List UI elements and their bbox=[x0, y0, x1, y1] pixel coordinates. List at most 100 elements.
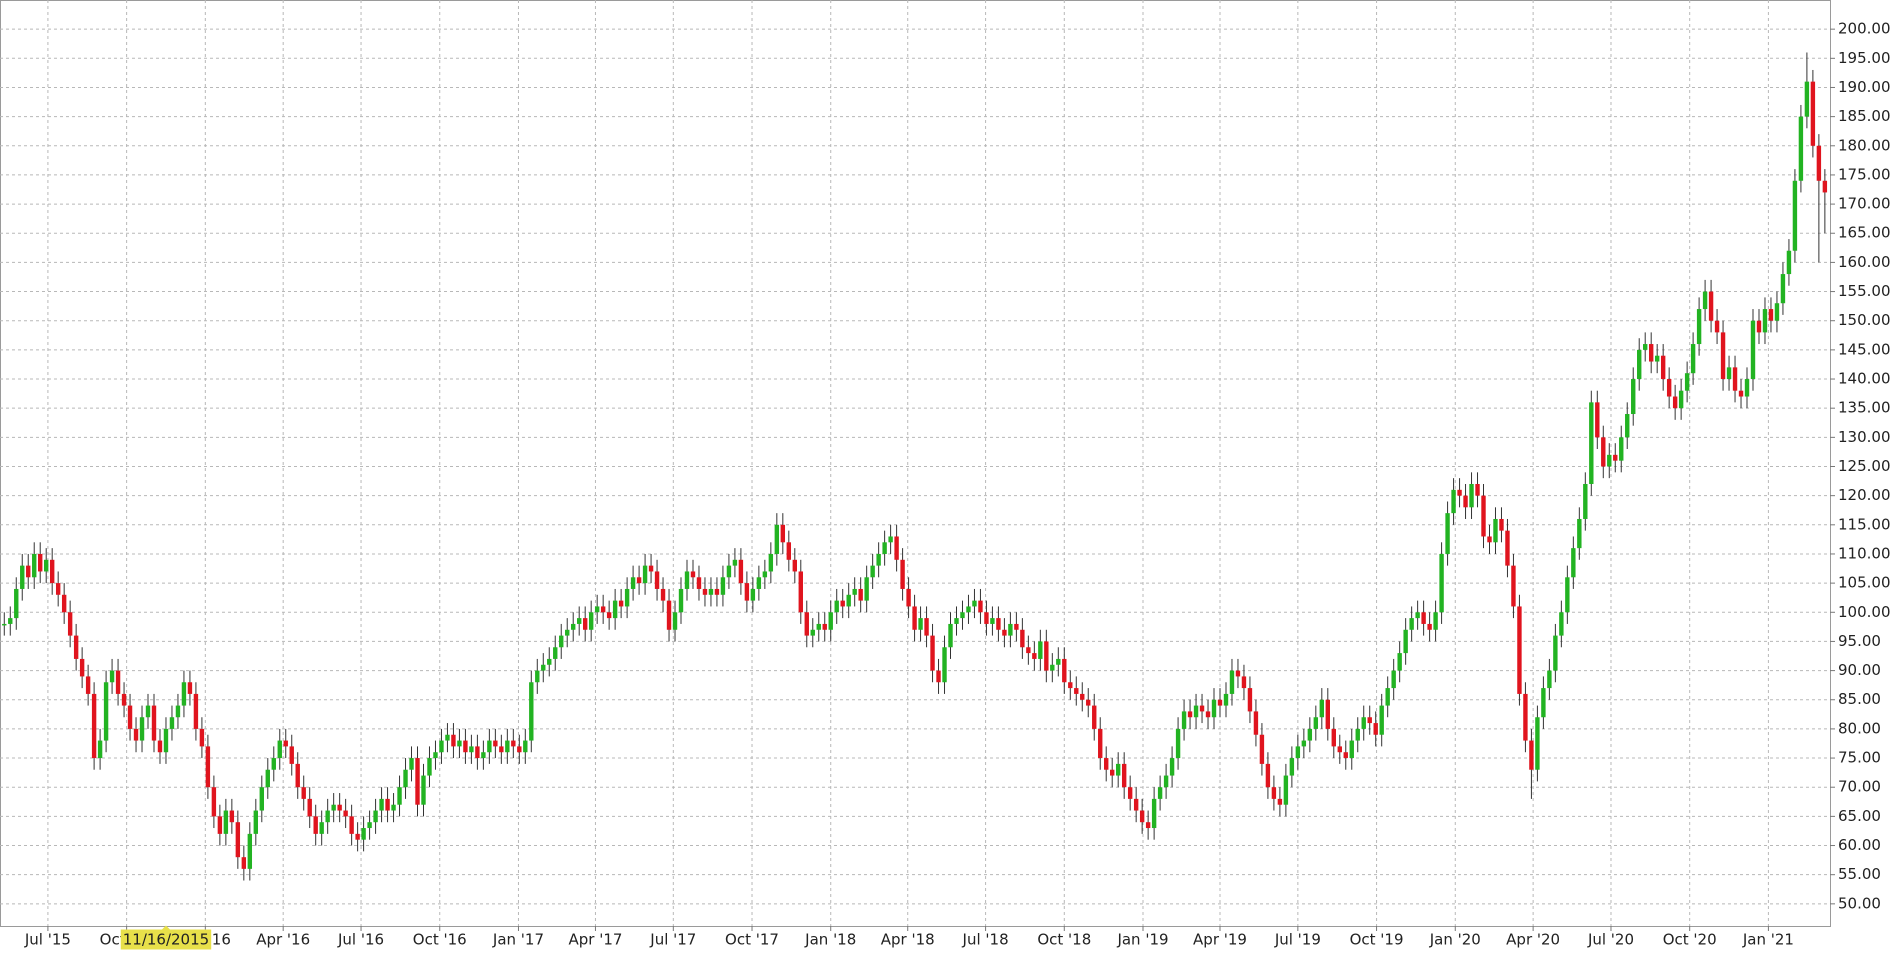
candle-body bbox=[1074, 688, 1079, 694]
candle-body bbox=[1774, 303, 1780, 321]
candle-body bbox=[439, 740, 444, 753]
x-tick-label: Jul '20 bbox=[1587, 931, 1634, 949]
candle-body bbox=[1690, 344, 1696, 374]
candle-body bbox=[738, 559, 744, 584]
candle-body bbox=[415, 758, 420, 805]
candle-body bbox=[307, 798, 312, 817]
candle-body bbox=[864, 577, 869, 601]
candle-body bbox=[493, 740, 498, 747]
candle-body bbox=[612, 600, 618, 619]
candle-body bbox=[289, 746, 294, 764]
x-tick-label: Jul '17 bbox=[649, 931, 696, 949]
candle-body bbox=[235, 822, 241, 858]
candle-body bbox=[373, 810, 378, 823]
candle-body bbox=[924, 618, 929, 636]
x-tick-label: Jan '18 bbox=[804, 931, 856, 949]
candle-body bbox=[469, 746, 474, 753]
candle-body bbox=[936, 670, 941, 683]
candle-body bbox=[810, 629, 815, 636]
candle-body bbox=[133, 728, 139, 741]
candle-body bbox=[187, 682, 193, 694]
candle-body bbox=[2, 623, 7, 626]
x-tick-label: Jan '20 bbox=[1429, 931, 1481, 949]
candle-body bbox=[61, 594, 67, 613]
candle-body bbox=[876, 553, 881, 566]
candle-body bbox=[529, 682, 534, 741]
candle-body bbox=[1648, 344, 1654, 362]
candle-body bbox=[744, 583, 750, 601]
candle-body bbox=[355, 833, 360, 840]
candle-body bbox=[1738, 390, 1744, 397]
candle-body bbox=[1696, 309, 1702, 345]
y-tick-label: 130.00 bbox=[1838, 428, 1891, 446]
x-tick-label: Jan '17 bbox=[492, 931, 544, 949]
candle-body bbox=[1427, 623, 1432, 630]
candle-body bbox=[127, 705, 133, 729]
candle-body bbox=[55, 583, 61, 595]
candle-body bbox=[259, 787, 264, 811]
candle-body bbox=[523, 740, 528, 753]
candle-body bbox=[1511, 565, 1516, 607]
candle-body bbox=[1637, 349, 1642, 380]
candle-body bbox=[427, 758, 432, 776]
candle-body bbox=[1133, 798, 1139, 811]
candle-body bbox=[49, 559, 55, 584]
candle-body bbox=[265, 769, 270, 788]
candle-body bbox=[1786, 250, 1792, 275]
y-tick-label: 180.00 bbox=[1838, 136, 1891, 154]
candle-body bbox=[1397, 653, 1402, 671]
candle-body bbox=[1337, 746, 1342, 753]
candle-body bbox=[1457, 489, 1462, 496]
candle-body bbox=[1517, 606, 1522, 694]
y-tick-label: 155.00 bbox=[1838, 282, 1891, 300]
candle-body bbox=[1762, 309, 1768, 333]
candle-body bbox=[882, 542, 887, 554]
candle-body bbox=[547, 658, 552, 665]
candle-body bbox=[1768, 309, 1774, 321]
candle-body bbox=[319, 822, 324, 834]
candle-body bbox=[1678, 390, 1684, 409]
candle-body bbox=[696, 577, 702, 589]
candle-body bbox=[571, 623, 576, 630]
candle-body bbox=[816, 623, 821, 630]
y-tick-label: 145.00 bbox=[1838, 340, 1891, 358]
candle-body bbox=[1571, 548, 1576, 578]
candle-body bbox=[618, 600, 624, 607]
candle-body bbox=[1145, 822, 1151, 829]
y-tick-label: 150.00 bbox=[1838, 311, 1891, 329]
candle-body bbox=[421, 775, 426, 805]
x-tick-label: Oct '17 bbox=[725, 931, 779, 949]
candle-body bbox=[1044, 641, 1049, 671]
candle-body bbox=[1433, 612, 1438, 630]
candle-body bbox=[780, 524, 786, 543]
candle-body bbox=[367, 822, 372, 829]
candle-body bbox=[1463, 495, 1468, 508]
candle-body bbox=[487, 740, 492, 753]
candle-body bbox=[960, 612, 965, 619]
y-tick-label: 90.00 bbox=[1838, 661, 1881, 679]
candle-body bbox=[163, 728, 169, 753]
y-tick-label: 175.00 bbox=[1838, 165, 1891, 183]
candle-body bbox=[768, 553, 774, 572]
candle-body bbox=[666, 600, 672, 630]
y-tick-label: 70.00 bbox=[1838, 778, 1881, 796]
candle-body bbox=[966, 606, 971, 613]
candle-body bbox=[38, 553, 43, 572]
candle-body bbox=[1068, 682, 1073, 689]
candle-body bbox=[1193, 705, 1199, 718]
candle-body bbox=[1092, 705, 1097, 729]
candle-body bbox=[151, 705, 157, 741]
candle-body bbox=[20, 565, 25, 589]
candle-body bbox=[331, 804, 336, 811]
candle-body bbox=[1451, 489, 1456, 514]
candle-body bbox=[1798, 116, 1804, 181]
x-tick-label: Apr '18 bbox=[881, 931, 935, 949]
candle-body bbox=[193, 693, 199, 729]
candle-body bbox=[1289, 758, 1295, 776]
y-tick-label: 110.00 bbox=[1838, 544, 1891, 562]
candle-body bbox=[660, 588, 666, 601]
candle-body bbox=[1565, 577, 1570, 613]
candle-body bbox=[505, 740, 510, 753]
candle-body bbox=[295, 763, 300, 788]
candle-body bbox=[457, 740, 462, 747]
